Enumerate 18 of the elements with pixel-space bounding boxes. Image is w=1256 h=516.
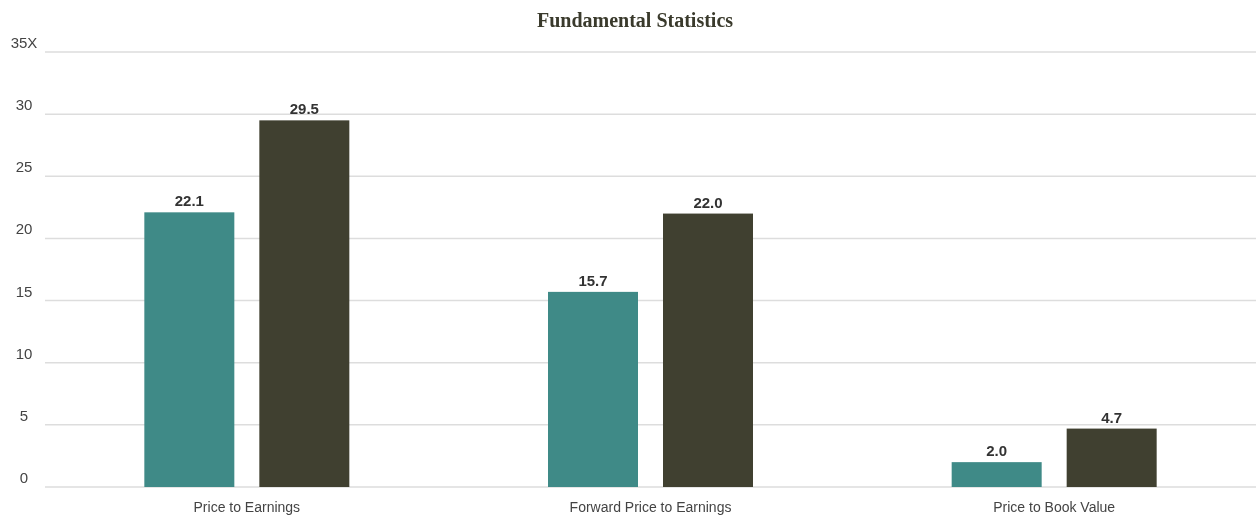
y-tick-label: 10	[15, 344, 33, 362]
y-tick-label: 30	[15, 96, 33, 114]
y-tick-label: 20	[15, 220, 33, 238]
data-label: 4.7	[1101, 408, 1123, 426]
data-label: 22.0	[693, 193, 723, 211]
y-tick-label: 5	[19, 406, 29, 424]
data-label: 15.7	[578, 271, 608, 289]
y-tick-label: 15	[15, 282, 33, 300]
data-label: 2.0	[986, 442, 1008, 460]
y-tick-label: 25	[15, 158, 33, 176]
x-tick-label: Forward Price to Earnings	[569, 499, 732, 515]
chart-title: Fundamental Statistics	[536, 9, 734, 31]
x-tick-label: Price to Book Value	[993, 499, 1116, 515]
x-tick-label: Price to Earnings	[193, 499, 301, 515]
y-tick-label: 35X	[10, 34, 38, 51]
data-label: 29.5	[289, 100, 319, 118]
data-label: 22.1	[174, 192, 204, 210]
y-tick-label: 0	[19, 469, 29, 486]
